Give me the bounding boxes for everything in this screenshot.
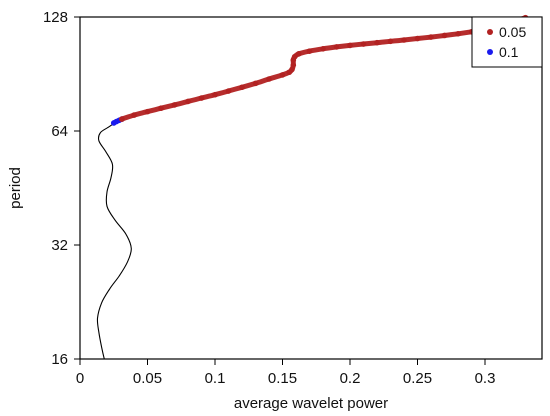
y-tick-label: 32	[51, 237, 68, 254]
legend: 0.05 0.1	[471, 16, 543, 68]
x-tick-label: 0.2	[340, 370, 361, 387]
data-point	[360, 41, 367, 47]
data-point	[252, 80, 259, 87]
data-point	[131, 112, 137, 118]
data-point	[289, 66, 295, 73]
legend-label-005: 0.05	[499, 24, 526, 40]
data-point	[414, 35, 421, 42]
data-point	[428, 34, 434, 40]
x-axis-title: average wavelet power	[234, 395, 388, 412]
data-point	[295, 51, 302, 57]
y-tick-label: 16	[51, 351, 68, 368]
data-point	[225, 88, 232, 94]
data-point	[291, 53, 298, 60]
data-point	[198, 95, 205, 101]
data-point	[212, 91, 218, 98]
data-point	[455, 30, 461, 37]
data-point	[239, 84, 245, 91]
legend-box	[471, 16, 543, 68]
series-layer	[96, 14, 529, 360]
data-point	[387, 38, 394, 45]
legend-marker-005	[487, 29, 493, 35]
data-point	[374, 39, 380, 46]
x-tick-label: 0.25	[403, 370, 432, 387]
series-line	[96, 122, 132, 360]
data-point	[441, 32, 448, 39]
plot-frame	[79, 16, 543, 360]
y-axis: 16 32 64 128	[43, 9, 80, 368]
data-point	[171, 102, 178, 108]
data-point	[306, 48, 313, 54]
data-point	[144, 108, 151, 115]
x-tick-label: 0.15	[268, 370, 297, 387]
data-point	[185, 98, 191, 105]
legend-label-01: 0.1	[499, 44, 519, 60]
series-trail-2	[119, 15, 528, 122]
data-point	[290, 62, 297, 68]
y-tick-label: 64	[51, 123, 68, 140]
x-tick-label: 0.1	[205, 370, 226, 387]
legend-marker-01	[487, 49, 493, 55]
y-axis-title: period	[7, 167, 24, 209]
data-point	[279, 72, 286, 78]
x-tick-label: 0.3	[475, 370, 496, 387]
x-tick-label: 0	[76, 370, 84, 387]
data-point	[119, 116, 125, 122]
data-point	[266, 76, 272, 82]
data-point	[347, 42, 353, 49]
x-tick-label: 0.05	[133, 370, 162, 387]
data-point	[333, 44, 340, 50]
data-point	[320, 45, 326, 52]
data-point	[158, 105, 164, 112]
x-axis: 0 0.05 0.1 0.15 0.2 0.25 0.3	[76, 359, 496, 387]
y-tick-label: 128	[43, 9, 68, 26]
data-point	[401, 37, 407, 43]
